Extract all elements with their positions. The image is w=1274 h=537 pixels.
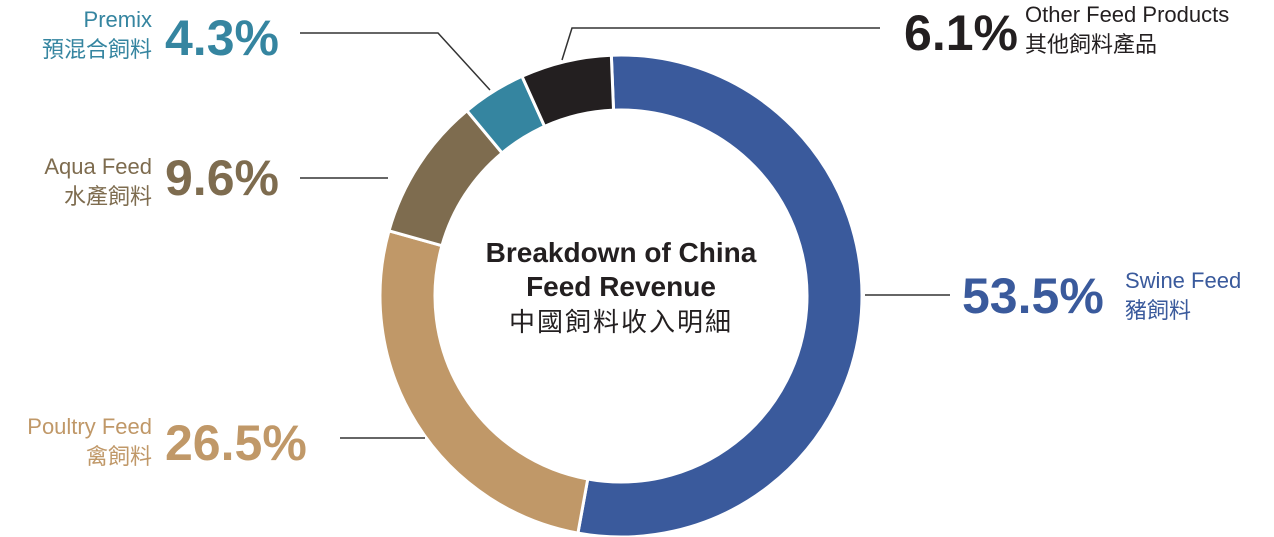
leader-line (300, 32, 491, 91)
category-label-zh: 豬飼料 (1125, 298, 1191, 323)
value-label: 6.1% (904, 5, 1018, 61)
category-label-zh: 預混合飼料 (42, 37, 152, 62)
donut-segment (519, 53, 616, 129)
category-label: Premix (84, 7, 152, 32)
leader-line (561, 27, 880, 61)
chart-subtitle: 中國飼料收入明細 (508, 307, 733, 337)
center-label: Breakdown of China Feed Revenue 中國飼料收入明細 (456, 236, 786, 340)
category-label-zh: 水產飼料 (64, 184, 152, 209)
value-label: 9.6% (165, 150, 279, 206)
category-label: Swine Feed (1125, 268, 1241, 293)
value-label: 53.5% (962, 268, 1104, 324)
donut-segment (576, 53, 864, 537)
value-label: 26.5% (165, 415, 307, 471)
category-label-zh: 禽飼料 (86, 444, 152, 469)
category-label: Other Feed Products (1025, 2, 1229, 27)
category-label-zh: 其他飼料產品 (1025, 32, 1157, 57)
category-label: Poultry Feed (27, 414, 152, 439)
category-label: Aqua Feed (44, 154, 152, 179)
chart-title: Breakdown of China Feed Revenue (485, 237, 757, 302)
value-label: 4.3% (165, 10, 279, 66)
